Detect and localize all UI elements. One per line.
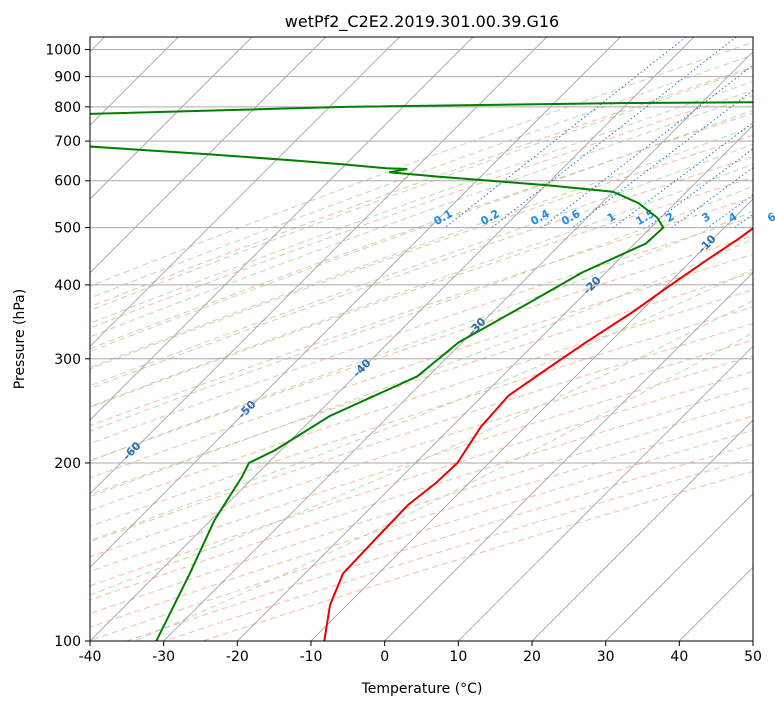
y-tick-label: 1000 [45, 43, 81, 59]
x-tick-label: 50 [744, 649, 762, 665]
moist-adiabat [90, 109, 753, 352]
isotherm [678, 566, 753, 641]
mixing-ratio-line [612, 121, 753, 228]
x-tick-label: 0 [380, 649, 389, 665]
dry-adiabat [90, 386, 753, 601]
isotherm [236, 124, 753, 641]
temperature-line [323, 227, 753, 641]
moist-adiabat [90, 54, 753, 299]
dry-adiabat [90, 176, 753, 408]
moist-adiabat [90, 94, 753, 338]
x-tick-label: -10 [300, 649, 323, 665]
chart-title: wetPf2_C2E2.2019.301.00.39.G16 [285, 12, 559, 32]
mixing-ratio-line [572, 89, 753, 228]
axis-ticks: -40 -30 -20 -10 0 10 20 30 40 50 100 200 300 400 500 60… [45, 43, 762, 665]
dry-adiabat [90, 216, 753, 445]
y-tick-label: 900 [54, 70, 81, 86]
dry-adiabat [90, 235, 753, 462]
dry-adiabat [90, 66, 753, 308]
x-tick-label: 10 [449, 649, 467, 665]
dry-adiabat [164, 457, 753, 641]
isotherm [752, 640, 753, 641]
dry-adiabat [90, 112, 753, 350]
y-tick-label: 200 [54, 456, 81, 472]
mixing-ratio-label: 0.2 [478, 207, 501, 228]
x-tick-label: -40 [79, 649, 102, 665]
dry-adiabat [90, 89, 753, 329]
y-tick-label: 400 [54, 278, 81, 294]
moist-adiabat [90, 80, 753, 324]
x-tick-label: 40 [670, 649, 688, 665]
mixing-ratio-line [734, 213, 753, 228]
y-tick-label: 500 [54, 221, 81, 237]
moist-adiabat [90, 67, 753, 312]
dry-adiabat [90, 306, 753, 527]
dry-adiabat [90, 196, 753, 427]
x-tick-label: -30 [152, 649, 175, 665]
isotherm [531, 419, 753, 641]
dewpoint-line [90, 101, 753, 641]
moist-adiabat [90, 126, 753, 369]
dry-adiabat [90, 134, 753, 370]
dry-adiabat [90, 271, 753, 496]
dry-adiabat [90, 370, 753, 587]
moist-adiabat [134, 332, 753, 641]
mixing-ratio-label: 1 [605, 210, 618, 225]
mixing-ratio-label: 3 [700, 210, 713, 225]
mixing-ratio-line [707, 194, 753, 228]
isotherm [90, 37, 400, 348]
dry-adiabat [90, 253, 753, 479]
isotherm [90, 37, 253, 200]
plot-frame [89, 36, 754, 642]
mixing-ratio-label: 0.4 [528, 207, 552, 228]
isotherm [90, 37, 695, 641]
x-axis-title: Temperature (°C) [361, 681, 483, 697]
moist-adiabat [90, 163, 753, 408]
moist-adiabat [90, 300, 753, 596]
moist-adiabat [90, 268, 753, 542]
moist-adiabat [90, 210, 753, 462]
isotherm [384, 271, 753, 641]
isotherm [90, 37, 621, 569]
moist-adiabat [90, 41, 753, 287]
isotherm [90, 37, 474, 421]
y-tick-label: 300 [54, 352, 81, 368]
isotherm [90, 37, 548, 495]
y-axis-title: Pressure (hPa) [12, 289, 28, 389]
mixing-ratio-label: 0.1 [432, 207, 455, 228]
x-tick-label: 20 [523, 649, 541, 665]
dry-adiabat [90, 415, 753, 628]
isotherm [310, 198, 753, 641]
x-tick-label: -20 [226, 649, 249, 665]
mixing-ratio-label: 6 [765, 210, 775, 225]
x-tick-label: 30 [597, 649, 615, 665]
mixing-ratio-label: 4 [726, 210, 739, 225]
moist-adiabat [90, 238, 753, 498]
moist-adiabat [90, 185, 753, 432]
isotherm [90, 37, 327, 274]
y-tick-label: 800 [54, 100, 81, 116]
dry-adiabat [90, 289, 753, 512]
dry-adiabat [90, 156, 753, 389]
y-tick-label: 700 [54, 134, 81, 150]
series-layer [90, 101, 753, 641]
y-tick-label: 100 [54, 634, 81, 650]
dry-adiabat [90, 355, 753, 572]
mixing-ratio-line [491, 37, 737, 228]
isotherm [457, 345, 753, 641]
dry-adiabat [90, 323, 753, 543]
isotherm [605, 492, 753, 641]
dry-adiabat [90, 339, 753, 558]
background-lines [90, 37, 753, 641]
y-tick-label: 600 [54, 174, 81, 190]
moist-adiabat [90, 143, 753, 387]
mixing-ratio-line [541, 64, 753, 228]
